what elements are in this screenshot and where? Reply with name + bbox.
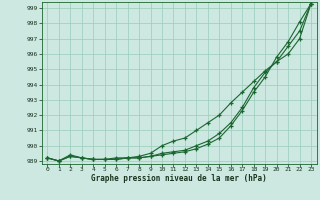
X-axis label: Graphe pression niveau de la mer (hPa): Graphe pression niveau de la mer (hPa): [91, 174, 267, 183]
